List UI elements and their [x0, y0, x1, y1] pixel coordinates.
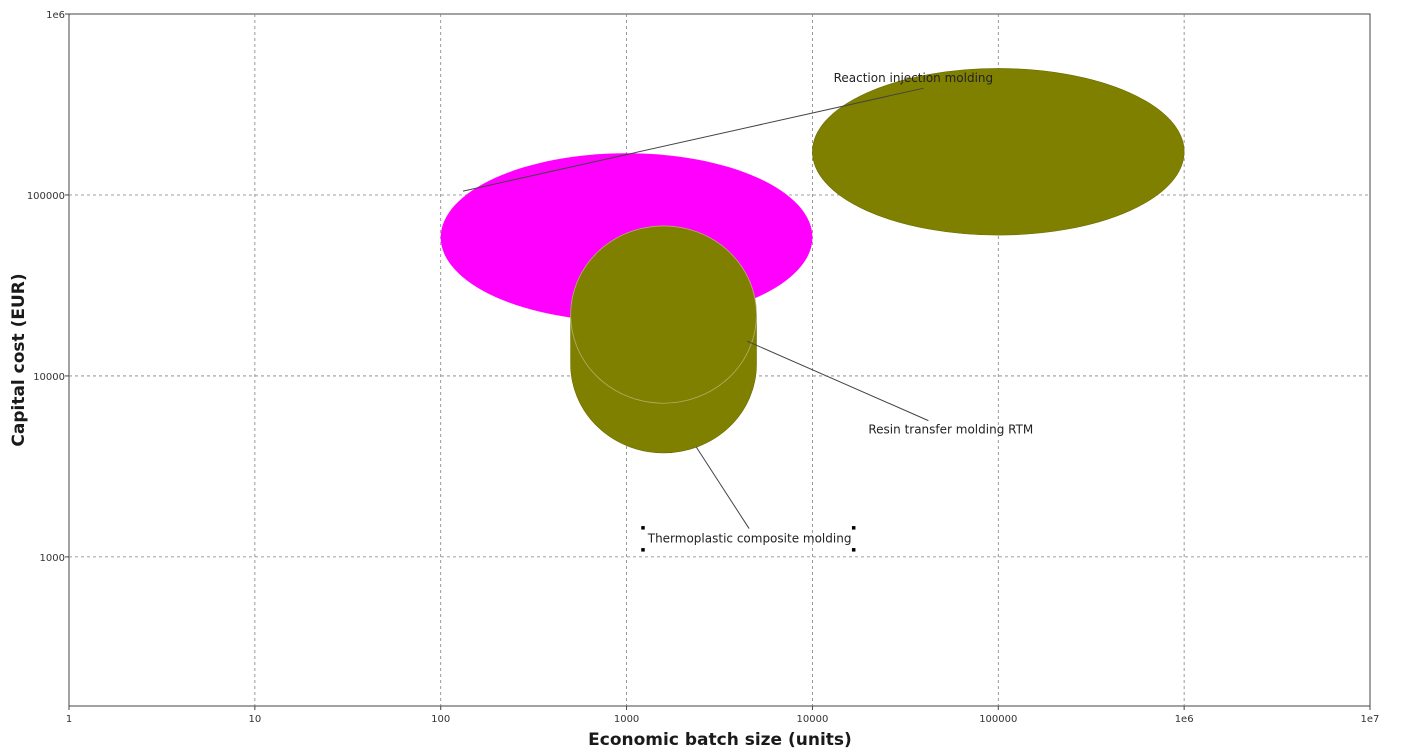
y-tick-label: 100000 [27, 191, 65, 202]
x-tick-label: 1e6 [1175, 714, 1194, 725]
tick-labels: 1 10 100 1000 10000 100000 1e6 1e7 1000 10000 1000… [27, 10, 1380, 725]
x-tick-label: 1e7 [1361, 714, 1380, 725]
bubble-resin-transfer-molding [570, 225, 757, 404]
x-tick-label: 1000 [614, 714, 639, 725]
y-axis-title: Capital cost (EUR) [9, 273, 29, 446]
label-reaction-injection-molding: Reaction injection molding [834, 71, 994, 85]
selection-handle [851, 526, 856, 530]
selection-handle [851, 548, 856, 552]
bubbles [440, 68, 1185, 454]
x-tick-label: 100000 [979, 714, 1017, 725]
x-tick-label: 10000 [797, 714, 829, 725]
x-tick-label: 100 [431, 714, 450, 725]
leader-resin-transfer-molding [746, 340, 929, 422]
leader-thermoplastic-composite-molding [695, 446, 750, 529]
selection-handle [641, 548, 645, 552]
y-tick-label: 10000 [33, 372, 65, 383]
label-thermoplastic-composite-molding: Thermoplastic composite molding [647, 532, 852, 546]
bubble-olive-large [812, 68, 1185, 236]
x-tick-label: 10 [248, 714, 261, 725]
x-tick-label: 1 [66, 714, 72, 725]
y-tick-label: 1000 [40, 553, 65, 564]
label-resin-transfer-molding: Resin transfer molding RTM [868, 423, 1033, 437]
selection-handle [641, 526, 645, 530]
x-axis-title: Economic batch size (units) [588, 730, 852, 750]
y-tick-label: 1e6 [46, 10, 65, 21]
leader-reaction-injection-molding [462, 87, 924, 192]
annotations: Reaction injection molding Resin transfer… [462, 71, 1033, 552]
